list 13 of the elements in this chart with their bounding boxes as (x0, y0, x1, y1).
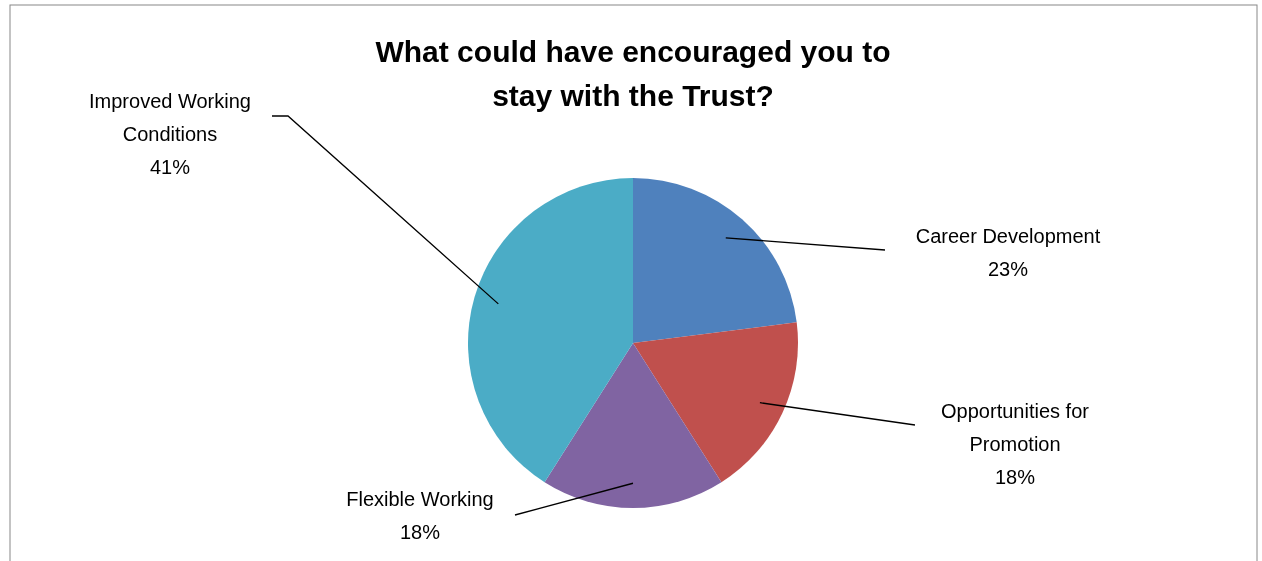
slice-label: Improved Working Conditions (89, 90, 251, 145)
pie-slice (468, 178, 633, 483)
data-label: 18% (994, 466, 1036, 488)
data-label: 23% (987, 258, 1029, 280)
pie-slice (544, 343, 722, 508)
data-label: 41% (149, 156, 191, 178)
data-label: 18% (399, 521, 441, 543)
chart-title: What could have encouraged you to stay with the Trust? (375, 35, 891, 112)
slice-label: Flexible Working (346, 488, 494, 510)
slice-label: Opportunities for Promotion (941, 400, 1090, 455)
pie-slice (633, 322, 798, 483)
slice-label: Career Development (915, 225, 1101, 247)
pie-slice (633, 178, 797, 343)
